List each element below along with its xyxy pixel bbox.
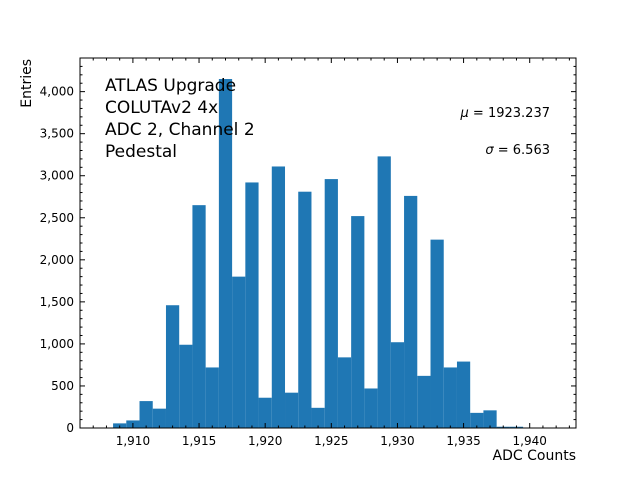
x-tick-label: 1,915 <box>182 434 216 448</box>
histogram-bar <box>271 166 286 428</box>
mean-stat: μ = 1923.237 <box>460 106 550 121</box>
x-tick-label: 1,925 <box>314 434 348 448</box>
histogram-bar <box>205 367 219 428</box>
y-axis-label: Entries <box>19 59 35 108</box>
x-tick-label: 1,930 <box>380 434 414 448</box>
mean-value: 1923.237 <box>488 106 550 121</box>
y-tick-label: 2,000 <box>40 253 74 267</box>
histogram-bar <box>139 401 153 428</box>
x-tick-label: 1,910 <box>116 434 150 448</box>
annot-coluta: COLUTAv2 4x <box>105 98 218 118</box>
histogram-bar <box>456 361 471 428</box>
sigma-stat: σ = 6.563 <box>485 143 550 158</box>
y-tick-labels: 0 500 1,000 1,500 2,000 2,500 3,000 3,500 4,000 <box>40 85 74 435</box>
mean-equals: = <box>469 106 488 121</box>
histogram-bar <box>218 79 233 428</box>
x-tick-label: 1,935 <box>446 434 480 448</box>
sigma-symbol: σ <box>485 143 494 158</box>
histogram-bar <box>324 179 338 428</box>
x-tick-label: 1,940 <box>513 434 547 448</box>
histogram-bar <box>404 195 418 428</box>
histogram-bar <box>165 305 180 428</box>
y-tick-label: 4,000 <box>40 85 74 99</box>
histogram-bar <box>298 191 312 428</box>
histogram-bar <box>245 182 259 428</box>
y-tick-label: 3,000 <box>40 169 74 183</box>
histogram-bar <box>285 392 299 428</box>
histogram-bar <box>232 276 246 428</box>
histogram-bar <box>443 367 457 428</box>
histogram-bar <box>483 410 497 428</box>
histogram-bar <box>377 156 391 429</box>
histogram-bar <box>192 205 206 428</box>
annot-atlas-upgrade: ATLAS Upgrade <box>105 76 236 96</box>
histogram-bar <box>179 344 193 428</box>
histogram-bar <box>351 216 365 428</box>
histogram-bars <box>113 79 524 429</box>
x-tick-label: 1,920 <box>248 434 282 448</box>
histogram-bar <box>311 407 325 428</box>
histogram-bar <box>364 388 378 428</box>
histogram-bar <box>258 397 272 428</box>
histogram-bar <box>152 408 166 428</box>
histogram-bar <box>430 239 444 428</box>
histogram-bar <box>417 375 431 428</box>
y-tick-label: 2,500 <box>40 211 74 225</box>
annot-pedestal: Pedestal <box>105 142 177 162</box>
y-tick-label: 500 <box>51 379 74 393</box>
plot-frame <box>79 57 577 429</box>
y-tick-label: 3,500 <box>40 127 74 141</box>
y-tick-label: 1,000 <box>40 337 74 351</box>
histogram-bar <box>470 412 484 428</box>
x-axis-label: ADC Counts <box>493 448 576 464</box>
histogram-bar <box>390 342 405 428</box>
y-tick-label: 0 <box>66 421 74 435</box>
sigma-equals: = <box>494 143 513 158</box>
mean-symbol: μ <box>460 106 469 121</box>
sigma-value: 6.563 <box>513 143 550 158</box>
annot-adc-channel: ADC 2, Channel 2 <box>105 120 255 140</box>
histogram-bar <box>337 357 352 428</box>
x-tick-labels: 1,910 1,915 1,920 1,925 1,930 1,935 1,940 <box>116 434 547 448</box>
y-tick-label: 1,500 <box>40 295 74 309</box>
